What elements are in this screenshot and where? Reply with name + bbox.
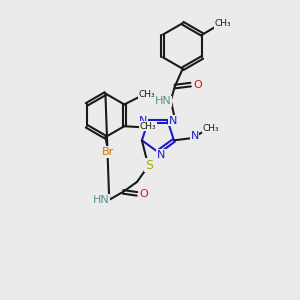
Text: CH₃: CH₃ [140, 122, 156, 131]
Text: CH₃: CH₃ [215, 19, 232, 28]
Text: S: S [145, 159, 153, 172]
Text: O: O [140, 189, 148, 199]
Text: CH₃: CH₃ [202, 124, 219, 133]
Text: HN: HN [154, 97, 171, 106]
Text: N: N [139, 116, 147, 125]
Text: HN: HN [93, 195, 110, 205]
Text: Br: Br [102, 147, 115, 157]
Text: N: N [169, 116, 177, 125]
Text: O: O [193, 80, 202, 90]
Text: CH₃: CH₃ [139, 90, 155, 99]
Text: N: N [190, 131, 199, 141]
Text: N: N [157, 150, 165, 160]
